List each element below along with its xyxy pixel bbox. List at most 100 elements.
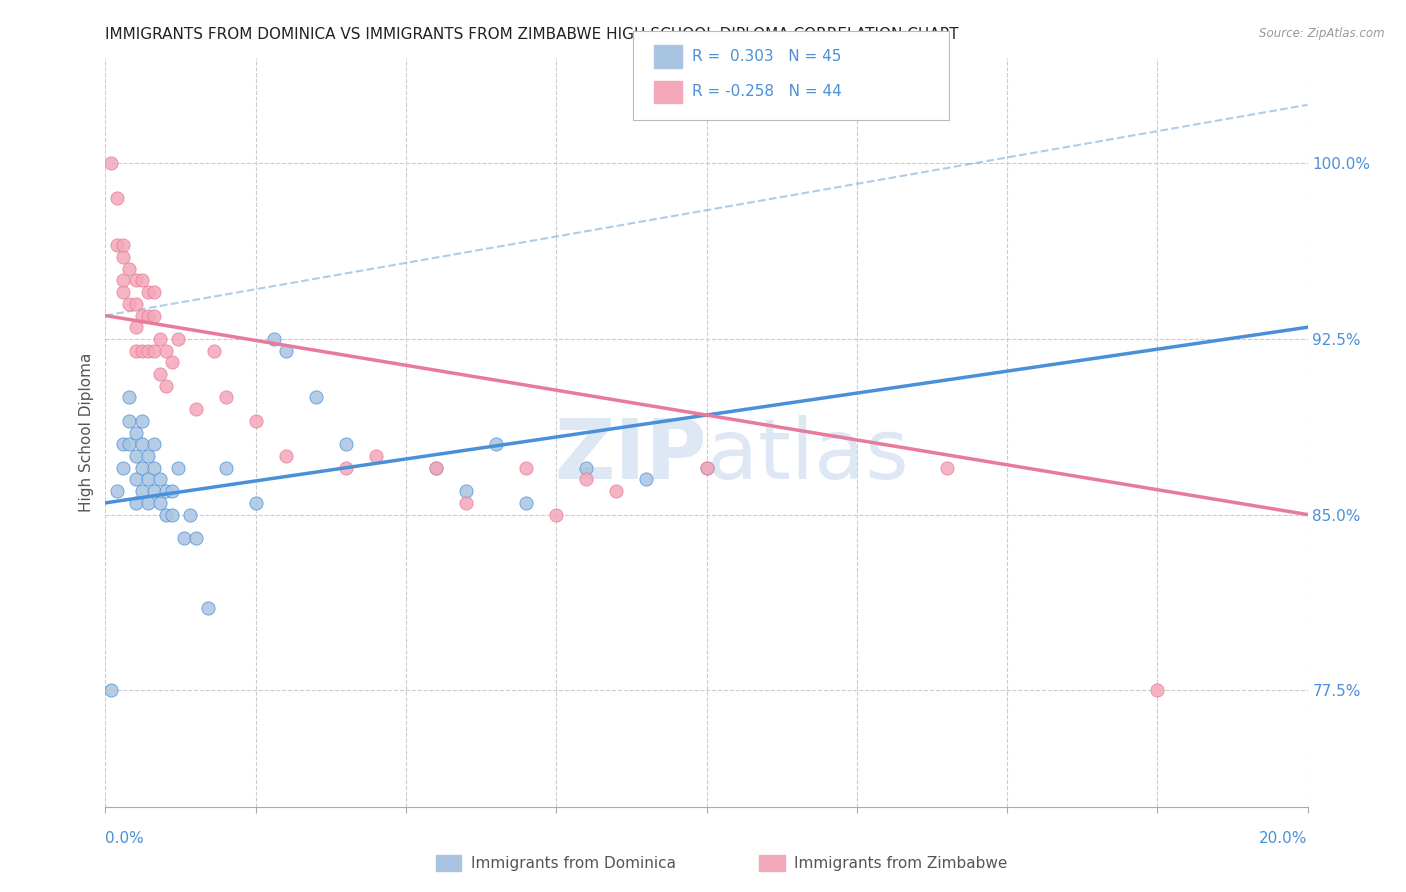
- Point: [124, 425, 146, 440]
- Point: [136, 309, 159, 323]
- Point: [197, 601, 219, 615]
- Point: [148, 332, 170, 346]
- Point: [131, 460, 153, 475]
- Point: [124, 473, 146, 487]
- Point: [214, 460, 236, 475]
- Point: [179, 508, 201, 522]
- Point: [214, 391, 236, 405]
- Y-axis label: High School Diploma: High School Diploma: [79, 353, 94, 512]
- Point: [454, 496, 477, 510]
- Point: [245, 496, 267, 510]
- Point: [131, 273, 153, 287]
- Point: [546, 508, 568, 522]
- Point: [107, 238, 129, 252]
- Point: [575, 460, 598, 475]
- Point: [173, 531, 195, 545]
- Point: [335, 460, 357, 475]
- Point: [131, 437, 153, 451]
- Point: [485, 437, 508, 451]
- Point: [118, 391, 141, 405]
- Point: [263, 332, 285, 346]
- Point: [112, 250, 135, 264]
- Point: [118, 414, 141, 428]
- Point: [112, 437, 135, 451]
- Point: [148, 473, 170, 487]
- Point: [124, 496, 146, 510]
- Point: [112, 238, 135, 252]
- Point: [696, 460, 718, 475]
- Point: [136, 285, 159, 300]
- Point: [112, 460, 135, 475]
- Point: [605, 484, 627, 499]
- Text: 20.0%: 20.0%: [1260, 831, 1308, 846]
- Point: [118, 437, 141, 451]
- Point: [142, 460, 165, 475]
- Point: [124, 449, 146, 463]
- Point: [107, 484, 129, 499]
- Point: [148, 496, 170, 510]
- Point: [112, 285, 135, 300]
- Point: [136, 449, 159, 463]
- Point: [515, 460, 537, 475]
- Point: [160, 355, 183, 369]
- Text: Immigrants from Dominica: Immigrants from Dominica: [471, 856, 676, 871]
- Point: [454, 484, 477, 499]
- Point: [160, 484, 183, 499]
- Point: [166, 332, 188, 346]
- Point: [202, 343, 225, 358]
- Point: [142, 343, 165, 358]
- Point: [100, 683, 122, 698]
- Point: [696, 460, 718, 475]
- Point: [166, 460, 188, 475]
- Point: [364, 449, 387, 463]
- Point: [155, 484, 177, 499]
- Point: [142, 437, 165, 451]
- Text: Source: ZipAtlas.com: Source: ZipAtlas.com: [1260, 27, 1385, 40]
- Point: [155, 508, 177, 522]
- Point: [112, 273, 135, 287]
- Point: [335, 437, 357, 451]
- Point: [425, 460, 447, 475]
- Text: IMMIGRANTS FROM DOMINICA VS IMMIGRANTS FROM ZIMBABWE HIGH SCHOOL DIPLOMA CORRELA: IMMIGRANTS FROM DOMINICA VS IMMIGRANTS F…: [105, 27, 959, 42]
- Point: [305, 391, 328, 405]
- Point: [636, 473, 658, 487]
- Point: [160, 508, 183, 522]
- Point: [124, 273, 146, 287]
- Point: [131, 484, 153, 499]
- Point: [131, 414, 153, 428]
- Point: [142, 309, 165, 323]
- Point: [425, 460, 447, 475]
- Point: [124, 297, 146, 311]
- Text: R = -0.258   N = 44: R = -0.258 N = 44: [692, 85, 842, 99]
- Point: [118, 261, 141, 276]
- Point: [148, 367, 170, 381]
- Point: [142, 484, 165, 499]
- Point: [131, 309, 153, 323]
- Point: [124, 343, 146, 358]
- Text: 0.0%: 0.0%: [105, 831, 145, 846]
- Text: ZIP: ZIP: [554, 415, 707, 496]
- Point: [136, 473, 159, 487]
- Point: [1146, 683, 1168, 698]
- Point: [245, 414, 267, 428]
- Point: [184, 531, 207, 545]
- Point: [107, 191, 129, 205]
- Point: [136, 496, 159, 510]
- Point: [100, 156, 122, 170]
- Point: [131, 343, 153, 358]
- Point: [274, 343, 297, 358]
- Point: [142, 285, 165, 300]
- Text: Immigrants from Zimbabwe: Immigrants from Zimbabwe: [794, 856, 1008, 871]
- Point: [575, 473, 598, 487]
- Point: [515, 496, 537, 510]
- Point: [155, 343, 177, 358]
- Point: [136, 343, 159, 358]
- Point: [184, 402, 207, 417]
- Point: [936, 460, 959, 475]
- Point: [118, 297, 141, 311]
- Text: atlas: atlas: [707, 415, 908, 496]
- Point: [124, 320, 146, 334]
- Point: [155, 378, 177, 392]
- Point: [274, 449, 297, 463]
- Text: R =  0.303   N = 45: R = 0.303 N = 45: [692, 49, 841, 63]
